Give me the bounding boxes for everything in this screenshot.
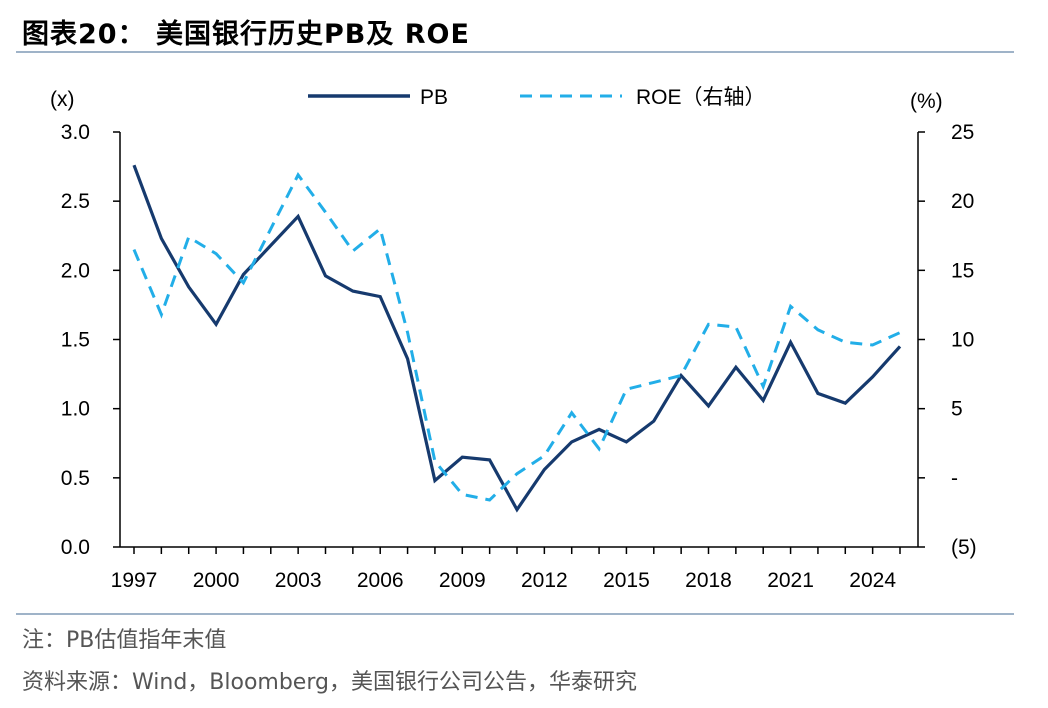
chart-title: 图表20： 美国银行历史PB及 ROE	[22, 19, 470, 50]
x-axis-tick-label: 2003	[275, 569, 322, 592]
chart: 0.0 0.5 1.0 1.5 2.0 2.5 3.0 (5) - 5 10 15 20 25 (x) (%)…	[50, 86, 977, 592]
left-axis-tick-label: 1.0	[61, 398, 90, 421]
title-divider	[16, 51, 1014, 53]
x-axis-tick-label: 2006	[357, 569, 404, 592]
series-lines	[132, 164, 902, 513]
right-axis-tick-label: 15	[951, 259, 974, 282]
chart-axes: 0.0 0.5 1.0 1.5 2.0 2.5 3.0 (5) - 5 10 15 20 25 (x) (%)…	[50, 88, 977, 592]
roe-line	[132, 172, 901, 502]
left-axis-unit-label: (x)	[50, 88, 75, 111]
legend-pb-label: PB	[420, 86, 448, 109]
source-note: 资料来源：Wind，Bloomberg，美国银行公司公告，华泰研究	[22, 670, 637, 695]
right-axis-tick-label: -	[951, 467, 958, 490]
right-axis-unit-label: (%)	[910, 90, 943, 113]
right-axis-tick-label: (5)	[951, 536, 977, 559]
x-axis-tick-label: 2024	[849, 569, 896, 592]
left-axis-tick-label: 2.0	[61, 259, 90, 282]
legend: PB ROE（右轴）	[308, 86, 766, 109]
left-axis-tick-label: 2.5	[61, 190, 90, 213]
right-axis-tick-label: 25	[951, 121, 974, 144]
right-axis-tick-label: 5	[951, 398, 963, 421]
x-axis-tick-label: 2000	[193, 569, 240, 592]
x-axis-tick-label: 2018	[685, 569, 732, 592]
legend-roe-label: ROE（右轴）	[636, 86, 766, 109]
x-axis-tick-label: 2015	[603, 569, 650, 592]
pb-line	[132, 164, 902, 513]
left-axis-tick-label: 1.5	[61, 329, 90, 352]
x-axis-tick-label: 2009	[439, 569, 486, 592]
x-axis-tick-label: 2012	[521, 569, 568, 592]
x-axis-tick-label: 2021	[767, 569, 814, 592]
left-axis-tick-label: 0.0	[61, 536, 90, 559]
footnote: 注：PB估值指年末值	[22, 628, 227, 653]
left-axis-tick-label: 0.5	[61, 467, 90, 490]
right-axis-tick-label: 10	[951, 329, 974, 352]
footer-divider	[16, 613, 1014, 615]
left-axis-tick-label: 3.0	[61, 121, 90, 144]
x-axis-tick-label: 1997	[111, 569, 158, 592]
right-axis-tick-label: 20	[951, 190, 974, 213]
